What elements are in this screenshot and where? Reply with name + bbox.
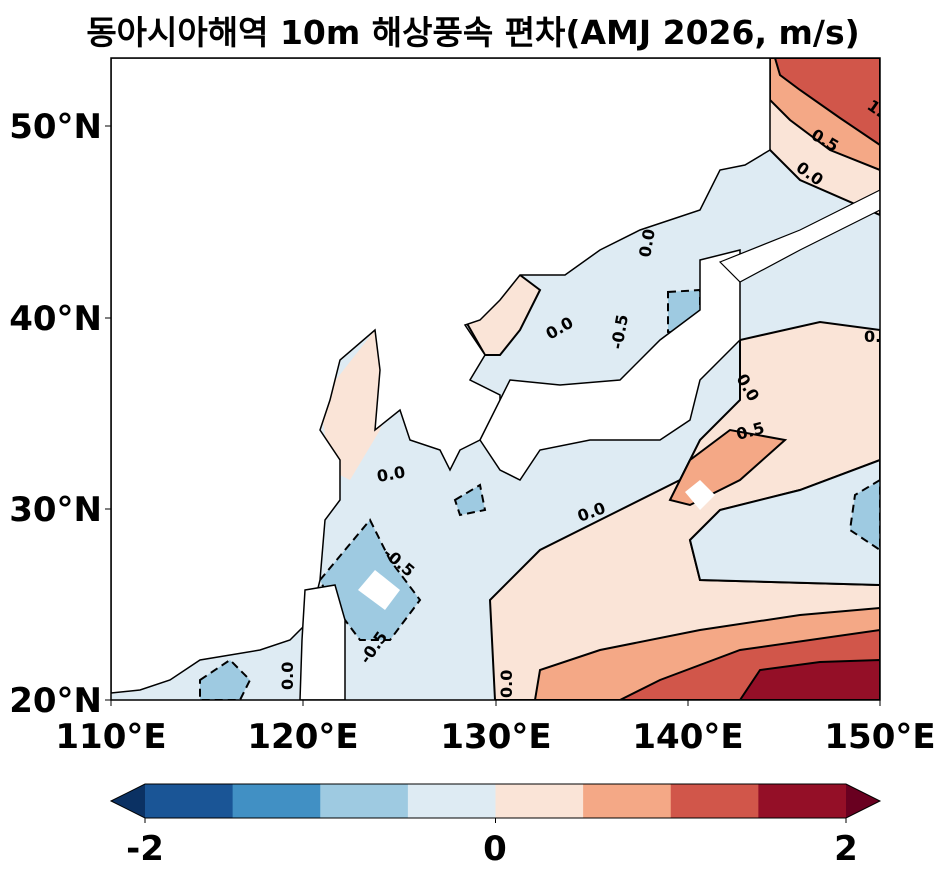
x-tick-label: 150°E [824, 717, 935, 757]
field-neg-medium [848, 478, 880, 552]
y-tick-label: 40°N [9, 299, 102, 339]
x-tick-label: 120°E [247, 717, 358, 757]
x-tick-label: 110°E [55, 717, 166, 757]
contour-label: 0.0 [278, 662, 297, 690]
land-mask-island [358, 570, 400, 610]
colorbar [109, 783, 882, 823]
y-tick-label: 50°N [9, 107, 102, 147]
x-tick-label: 140°E [632, 717, 743, 757]
contour-label: 0.0 [635, 227, 659, 258]
chart-title: 동아시아해역 10m 해상풍속 편차(AMJ 2026, m/s) [86, 13, 860, 52]
y-axis: 20°N 30°N 40°N 50°N [9, 107, 111, 721]
field-neg-small-pocket [688, 458, 880, 587]
x-axis: 110°E 120°E 130°E 140°E 150°E [55, 700, 936, 757]
colorbar-segment [145, 784, 234, 818]
land-mask-island [685, 480, 715, 510]
x-tick-label: 130°E [440, 717, 551, 757]
y-tick-label: 20°N [9, 681, 102, 721]
colorbar-segment [495, 784, 584, 818]
map-field [111, 58, 880, 700]
colorbar-segment [407, 784, 496, 818]
colorbar-segment [583, 784, 672, 818]
field-yellow-sea-pink [320, 330, 395, 480]
colorbar-tick-label: -2 [126, 829, 164, 869]
field-band-darkred [738, 658, 880, 700]
colorbar-extend-min [111, 784, 145, 818]
colorbar-tick-label: 0 [483, 829, 507, 869]
colorbar-tick-label: 2 [834, 829, 858, 869]
colorbar-segment [758, 784, 847, 818]
contour-label: 0. [864, 327, 881, 346]
land-mask-kurils [718, 189, 880, 283]
land-mask-taiwan [299, 584, 346, 700]
colorbar-segment [320, 784, 409, 818]
colorbar-extend-max [846, 784, 880, 818]
land-mask-japan [479, 249, 741, 481]
colorbar-segment [232, 784, 321, 818]
colorbar-segment [670, 784, 759, 818]
field-scs-blue [199, 658, 252, 700]
contour-label: 0.0 [497, 670, 516, 698]
field-ne-red [773, 58, 880, 147]
field-ecs-blue-small [453, 483, 487, 517]
contour-label: 0.0 [375, 462, 406, 486]
y-tick-label: 30°N [9, 490, 102, 530]
